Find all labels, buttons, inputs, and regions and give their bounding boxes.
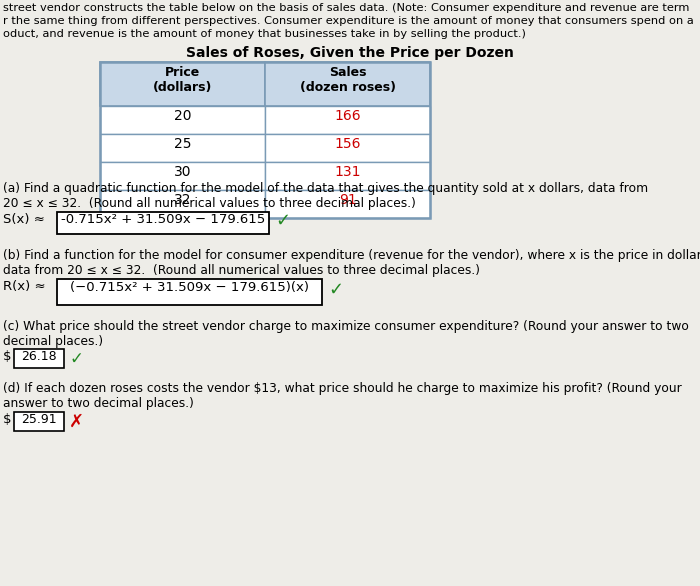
- Text: (c) What price should the street vendor charge to maximize consumer expenditure?: (c) What price should the street vendor …: [3, 320, 689, 348]
- Text: 156: 156: [335, 137, 360, 151]
- Text: $: $: [3, 350, 11, 363]
- Text: ✗: ✗: [69, 413, 84, 431]
- Text: (−0.715x² + 31.509x − 179.615)(x): (−0.715x² + 31.509x − 179.615)(x): [70, 281, 309, 294]
- Text: ✓: ✓: [328, 281, 343, 299]
- Text: 91: 91: [339, 193, 356, 207]
- Text: 26.18: 26.18: [21, 350, 57, 363]
- Text: 131: 131: [335, 165, 360, 179]
- Text: ✓: ✓: [275, 212, 290, 230]
- Text: ✓: ✓: [69, 349, 83, 367]
- Text: (a) Find a quadratic function for the model of the data that gives the quantity : (a) Find a quadratic function for the mo…: [3, 182, 648, 210]
- Text: 30: 30: [174, 165, 191, 179]
- Text: 20: 20: [174, 109, 191, 123]
- Text: (d) If each dozen roses costs the vendor $13, what price should he charge to max: (d) If each dozen roses costs the vendor…: [3, 382, 682, 410]
- Text: 32: 32: [174, 193, 191, 207]
- Text: -0.715x² + 31.509x − 179.615: -0.715x² + 31.509x − 179.615: [61, 213, 265, 226]
- Text: 25.91: 25.91: [21, 413, 57, 426]
- Text: R(x) ≈: R(x) ≈: [3, 280, 45, 293]
- Text: $: $: [3, 413, 11, 426]
- Text: S(x) ≈: S(x) ≈: [3, 213, 45, 226]
- Text: 166: 166: [334, 109, 360, 123]
- Text: street vendor constructs the table below on the basis of sales data. (Note: Cons: street vendor constructs the table below…: [3, 3, 689, 13]
- Text: Price
(dollars): Price (dollars): [153, 66, 212, 94]
- Text: oduct, and revenue is the amount of money that businesses take in by selling the: oduct, and revenue is the amount of mone…: [3, 29, 526, 39]
- Text: 25: 25: [174, 137, 191, 151]
- Text: Sales of Roses, Given the Price per Dozen: Sales of Roses, Given the Price per Doze…: [186, 46, 514, 60]
- Text: Sales
(dozen roses): Sales (dozen roses): [300, 66, 395, 94]
- Text: (b) Find a function for the model for consumer expenditure (revenue for the vend: (b) Find a function for the model for co…: [3, 249, 700, 277]
- Text: r the same thing from different perspectives. Consumer expenditure is the amount: r the same thing from different perspect…: [3, 16, 694, 26]
